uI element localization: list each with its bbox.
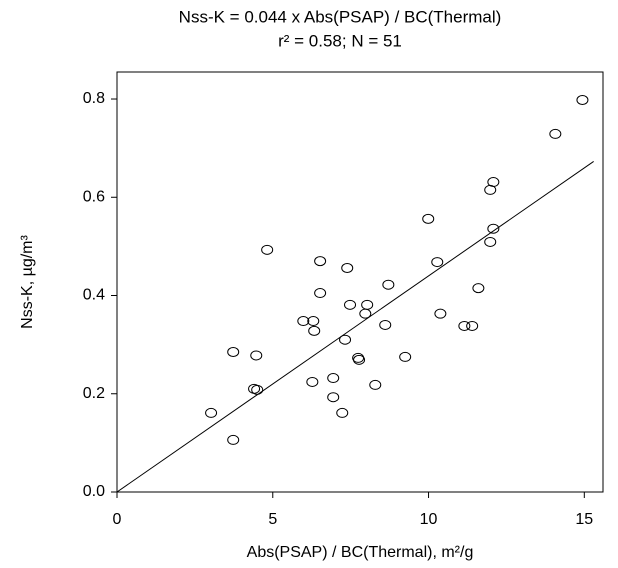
data-point: [576, 95, 589, 105]
data-point: [484, 184, 497, 195]
chart-subtitle: r² = 0.58; N = 51: [278, 31, 402, 50]
data-point: [227, 347, 240, 357]
x-axis-label: Abs(PSAP) / BC(Thermal), m²/g: [247, 544, 474, 561]
data-point: [434, 308, 447, 319]
data-point: [307, 316, 320, 327]
data-point: [261, 244, 274, 255]
data-point: [344, 299, 357, 310]
data-point: [487, 223, 500, 234]
y-tick-label: 0.4: [83, 287, 105, 304]
data-point: [458, 320, 471, 331]
data-point: [549, 128, 562, 139]
fit-line: [116, 160, 594, 493]
data-point: [306, 376, 319, 387]
data-point: [314, 288, 327, 299]
data-point: [361, 299, 374, 310]
data-point: [339, 334, 352, 345]
y-tick-label: 0.6: [83, 188, 105, 205]
data-point: [359, 308, 372, 319]
x-tick-label: 10: [420, 511, 438, 528]
data-point: [369, 379, 382, 390]
y-tick-label: 0.8: [83, 90, 105, 107]
data-point: [327, 373, 340, 384]
data-point: [227, 434, 240, 445]
data-point: [251, 384, 264, 395]
data-point: [379, 319, 392, 330]
x-tick-label: 15: [575, 511, 593, 528]
data-point: [399, 351, 412, 362]
data-point: [466, 320, 479, 331]
data-point: [327, 392, 340, 403]
data-point: [297, 316, 310, 327]
data-point: [250, 350, 263, 361]
data-point: [314, 256, 327, 267]
y-tick-label: 0.0: [83, 483, 105, 500]
data-point: [308, 325, 321, 336]
chart-title: Nss-K = 0.044 x Abs(PSAP) / BC(Thermal): [179, 7, 502, 26]
data-point: [382, 279, 395, 290]
data-point: [431, 257, 444, 268]
data-point: [353, 354, 366, 365]
y-tick-label: 0.2: [83, 385, 105, 402]
data-point: [422, 213, 435, 224]
data-point: [336, 407, 349, 418]
plot-frame: [116, 71, 604, 493]
data-point: [205, 407, 218, 418]
y-axis-label: Nss-K, µg/m³: [19, 235, 36, 329]
x-tick-label: 5: [268, 511, 277, 528]
x-tick-label: 0: [113, 511, 122, 528]
data-point: [484, 236, 497, 247]
data-point: [472, 283, 485, 294]
data-point: [341, 263, 354, 273]
